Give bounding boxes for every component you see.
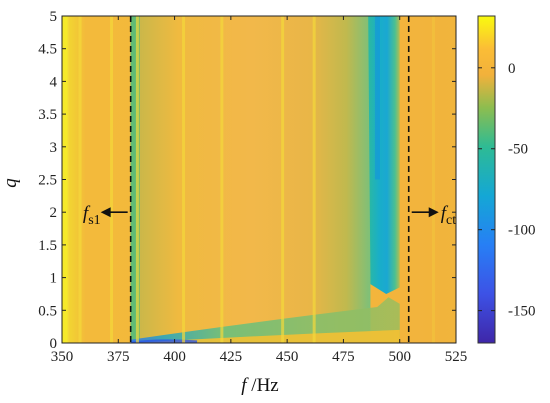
x-tick-label: 475 bbox=[332, 349, 355, 365]
y-tick-label: 2.5 bbox=[38, 173, 57, 189]
field-ridge bbox=[312, 16, 316, 343]
heatmap-field bbox=[62, 16, 456, 343]
field-bottom-blue bbox=[130, 339, 198, 343]
field-right-region bbox=[410, 16, 456, 343]
y-tick-label: 3 bbox=[50, 140, 58, 156]
x-axis-label: f /Hz bbox=[241, 375, 278, 396]
marker-label-fs1: fs1 bbox=[83, 203, 101, 228]
field-bottom-band bbox=[130, 297, 400, 343]
field-ridge bbox=[182, 16, 186, 343]
x-tick-label: 425 bbox=[220, 349, 243, 365]
colorbar-tick-label: 0 bbox=[508, 61, 516, 77]
y-axis-ticks: 0 0.5 1 1.5 2 2.5 3 3.5 4 4.5 5 bbox=[38, 9, 456, 352]
field-ridge bbox=[135, 16, 139, 343]
colorbar bbox=[477, 15, 496, 344]
field-ridge bbox=[220, 16, 224, 343]
x-tick-label: 350 bbox=[51, 349, 74, 365]
x-axis-ticks: 350 375 400 425 450 475 500 525 bbox=[51, 16, 468, 365]
y-tick-label: 1.5 bbox=[38, 238, 57, 254]
field-green-edge bbox=[130, 16, 140, 343]
field-blue-core bbox=[374, 16, 380, 180]
y-axis-label: q bbox=[0, 178, 21, 188]
field-middle bbox=[130, 16, 371, 343]
frequency-markers: fs1 fct bbox=[83, 16, 456, 343]
marker-arrow-head-fct bbox=[428, 207, 439, 218]
y-tick-label: 4 bbox=[50, 74, 58, 90]
y-tick-label: 5 bbox=[50, 9, 58, 25]
field-bottom-bright bbox=[130, 329, 400, 343]
x-tick-label: 400 bbox=[163, 349, 186, 365]
field-ridge bbox=[78, 16, 82, 343]
marker-label-fct: fct bbox=[441, 203, 456, 228]
y-tick-label: 2 bbox=[50, 205, 58, 221]
field-ridge bbox=[281, 16, 285, 343]
y-tick-label: 0 bbox=[50, 336, 58, 352]
colorbar-tick-label: -50 bbox=[508, 142, 528, 158]
y-tick-label: 0.5 bbox=[38, 303, 57, 319]
x-tick-label: 450 bbox=[276, 349, 299, 365]
field-blue-band bbox=[368, 16, 400, 294]
x-tick-label: 375 bbox=[107, 349, 130, 365]
colorbar-ticks: 0 -50 -100 -150 bbox=[478, 61, 536, 320]
field-ridge bbox=[110, 16, 114, 343]
colorbar-tick-label: -100 bbox=[508, 223, 536, 239]
x-tick-label: 525 bbox=[445, 349, 468, 365]
y-tick-label: 3.5 bbox=[38, 107, 57, 123]
colorbar-tick-label: -150 bbox=[508, 304, 536, 320]
y-tick-label: 1 bbox=[50, 271, 58, 287]
y-tick-label: 4.5 bbox=[38, 42, 57, 58]
x-tick-label: 500 bbox=[388, 349, 411, 365]
marker-arrow-head-fs1 bbox=[100, 207, 111, 218]
